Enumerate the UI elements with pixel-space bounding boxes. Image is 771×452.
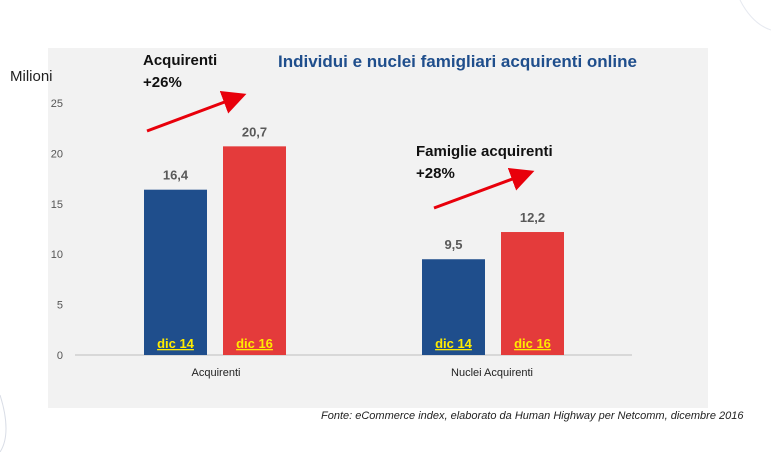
bar-dic-14-2: [422, 259, 485, 355]
series-label-in-bar: dic 16: [236, 336, 273, 351]
data-label: 20,7: [242, 124, 267, 139]
series-label-in-bar: dic 16: [514, 336, 551, 351]
growth-arrow-famiglie: [433, 167, 535, 210]
data-label: 12,2: [520, 210, 545, 225]
series-label-in-bar: dic 14: [435, 336, 473, 351]
y-tick-label: 25: [51, 98, 63, 110]
annotation-famiglie: Famiglie acquirenti +28%: [416, 141, 553, 185]
bar-dic-16-1: [223, 146, 286, 355]
chart-title: Individui e nuclei famigliari acquirenti…: [278, 52, 637, 71]
annotation-famiglie-title: Famiglie acquirenti: [416, 143, 553, 160]
y-tick-label: 5: [57, 300, 63, 312]
y-axis-label: Milioni: [10, 68, 53, 85]
annotation-famiglie-growth: +28%: [416, 165, 455, 182]
x-tick-label: Nuclei Acquirenti: [451, 367, 533, 379]
y-tick-label: 20: [51, 148, 63, 160]
series-label-in-bar: dic 14: [157, 336, 195, 351]
annotation-acquirenti: Acquirenti +26%: [143, 50, 217, 94]
y-tick-label: 10: [51, 249, 63, 261]
y-tick-label: 15: [51, 199, 63, 211]
y-tick-label: 0: [57, 350, 63, 362]
bar-dic-16-2: [501, 232, 564, 355]
annotation-acquirenti-growth: +26%: [143, 74, 182, 91]
source-note: Fonte: eCommerce index, elaborato da Hum…: [321, 410, 744, 422]
annotation-acquirenti-title: Acquirenti: [143, 52, 218, 69]
bar-dic-14-1: [144, 189, 207, 355]
growth-arrow-acquirenti: [146, 91, 247, 133]
data-label: 16,4: [163, 168, 189, 183]
x-tick-label: Acquirenti: [192, 367, 241, 379]
data-label: 9,5: [444, 237, 462, 252]
